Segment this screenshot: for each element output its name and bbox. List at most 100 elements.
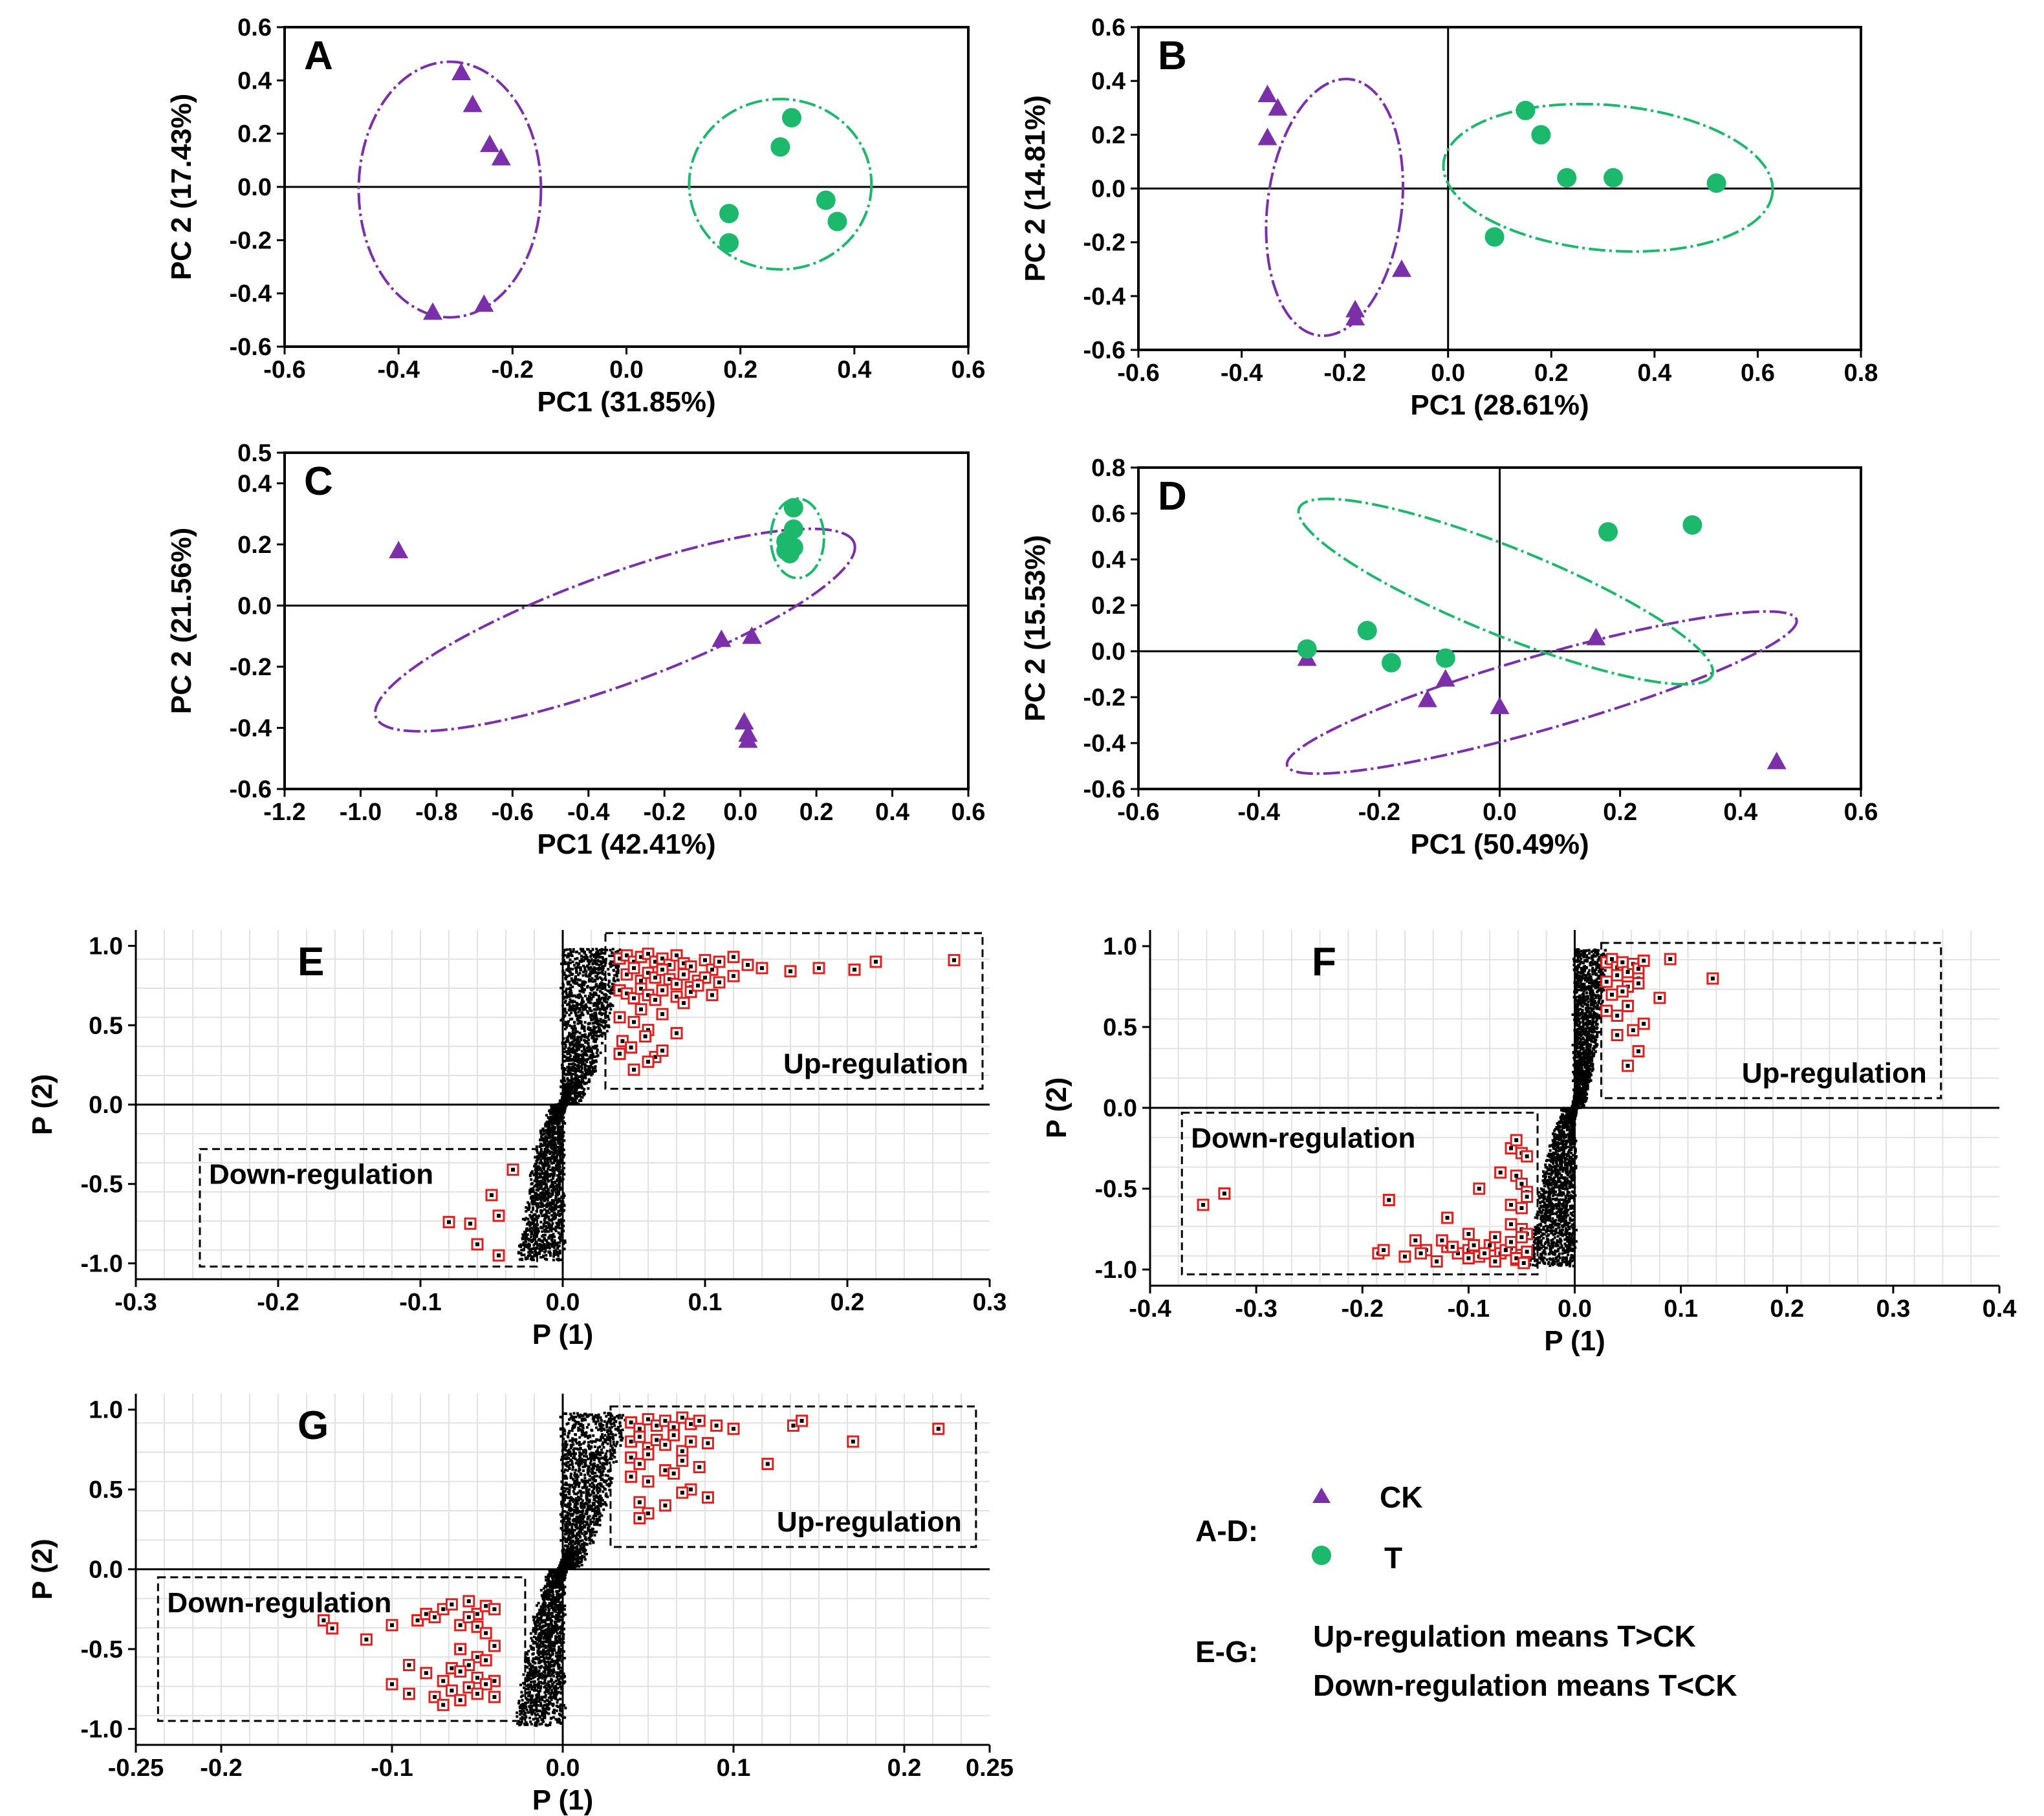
loading-point (535, 1226, 538, 1229)
loading-point (582, 1092, 585, 1096)
loading-point (570, 1050, 573, 1053)
loading-point (1590, 960, 1593, 964)
loading-point (1579, 1011, 1582, 1015)
loading-point (539, 1209, 543, 1212)
loading-point (557, 1147, 560, 1150)
loading-point (572, 1059, 575, 1062)
loading-point (568, 980, 571, 984)
loading-point (1552, 1241, 1555, 1244)
loading-point (1556, 1249, 1560, 1253)
loading-point (1582, 1043, 1585, 1046)
x-tick-label: 0.4 (1637, 360, 1671, 387)
loading-point (600, 947, 603, 951)
loading-point (1566, 1190, 1569, 1193)
loading-point (1573, 1002, 1576, 1006)
loading-point (558, 1161, 561, 1164)
loading-point (544, 1247, 547, 1250)
loading-point (1582, 1012, 1585, 1015)
loading-point (1561, 1204, 1565, 1207)
loading-point (1585, 1088, 1588, 1091)
loading-point (592, 1070, 595, 1073)
loading-point (576, 1067, 579, 1070)
loading-point (551, 1241, 554, 1244)
loading-point (1553, 1145, 1556, 1148)
loading-point (539, 1143, 543, 1146)
loading-point (1596, 959, 1600, 962)
loading-point (1549, 1258, 1552, 1261)
loading-point (572, 948, 575, 951)
loading-point (562, 1224, 565, 1227)
loading-point (1571, 1166, 1574, 1169)
loading-point (1554, 1152, 1558, 1155)
loading-point (1574, 1194, 1577, 1197)
loading-point (559, 1099, 562, 1103)
loading-point (563, 948, 567, 951)
loading-point (572, 950, 575, 953)
x-tick-label: -0.6 (1117, 360, 1159, 387)
loading-point (553, 1143, 556, 1147)
loading-point (574, 957, 577, 960)
loading-point (1556, 1172, 1560, 1175)
loading-point (1564, 1136, 1567, 1139)
loading-point (563, 1050, 566, 1054)
loading-point (526, 1257, 529, 1260)
loading-point (1552, 1134, 1556, 1137)
loading-point (1549, 1220, 1552, 1223)
loading-point (559, 1116, 562, 1119)
loading-point (558, 1107, 561, 1110)
loading-point (605, 1007, 609, 1010)
loading-point (546, 1174, 549, 1178)
loading-point (600, 971, 603, 974)
loading-point (541, 1195, 544, 1198)
loading-point (565, 1086, 569, 1090)
loading-point (1580, 960, 1583, 964)
loading-point (566, 1095, 569, 1098)
loading-point (528, 1254, 532, 1257)
loading-point (527, 1238, 530, 1242)
loading-point (585, 1049, 589, 1052)
loading-point (569, 1063, 572, 1066)
loading-point (544, 1238, 547, 1242)
loading-point (565, 975, 569, 978)
loading-point (531, 1247, 534, 1250)
up-marker-dot (682, 1000, 686, 1005)
loading-point (558, 1189, 561, 1193)
loading-point (577, 1014, 580, 1017)
loading-point (1545, 1211, 1549, 1215)
loading-point (1539, 1193, 1543, 1196)
loading-point (587, 1022, 591, 1025)
loading-point (563, 1239, 567, 1242)
loading-point (611, 986, 614, 989)
loading-point (607, 1018, 611, 1021)
loading-point (1546, 1185, 1549, 1188)
loading-point (1571, 1043, 1574, 1046)
loading-point (562, 962, 565, 966)
loading-point (558, 1149, 561, 1152)
loading-point (557, 1186, 560, 1189)
loading-point (533, 1173, 536, 1176)
loading-point (532, 1237, 536, 1240)
loading-point (588, 960, 591, 964)
loading-point (580, 1085, 583, 1088)
loading-point (1538, 1261, 1541, 1264)
loading-point (1580, 1038, 1583, 1041)
loading-point (570, 1057, 573, 1061)
loading-point (545, 1192, 549, 1195)
loading-point (564, 1073, 567, 1076)
x-tick-label: 0.0 (723, 799, 757, 826)
loading-point (521, 1218, 525, 1221)
loading-point (558, 1214, 561, 1217)
loading-point (572, 1065, 575, 1068)
loading-point (1561, 1256, 1565, 1259)
loading-point (567, 1065, 571, 1068)
loading-point (528, 1189, 532, 1192)
loading-point (560, 986, 563, 989)
point-ck (451, 62, 472, 80)
loading-point (1575, 1087, 1578, 1090)
loading-point (556, 1119, 559, 1123)
loading-point (541, 1127, 545, 1130)
loading-point (523, 1218, 527, 1222)
loading-point (596, 999, 599, 1002)
loading-point (606, 1005, 609, 1008)
loading-point (574, 1086, 577, 1089)
